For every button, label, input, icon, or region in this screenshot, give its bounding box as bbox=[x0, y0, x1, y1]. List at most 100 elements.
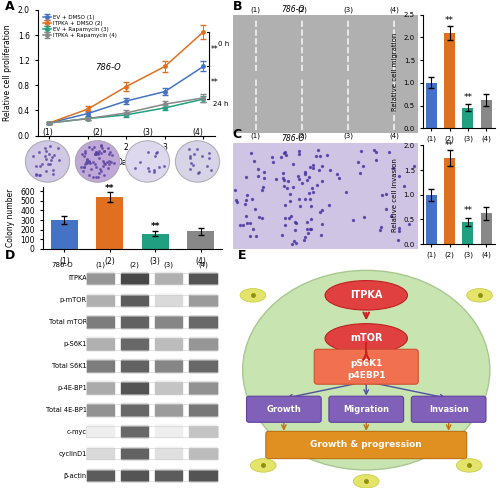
Ellipse shape bbox=[456, 458, 482, 472]
Bar bbox=[232, 143, 279, 249]
Bar bbox=[121, 294, 148, 306]
Bar bbox=[190, 404, 216, 416]
Bar bbox=[426, 83, 437, 128]
Bar bbox=[155, 426, 182, 437]
Text: Invasion: Invasion bbox=[429, 405, 469, 414]
Text: p4EBP1: p4EBP1 bbox=[347, 371, 386, 380]
Text: (3): (3) bbox=[142, 128, 153, 137]
Y-axis label: Relative cell invasion: Relative cell invasion bbox=[392, 158, 398, 232]
Bar bbox=[87, 317, 114, 328]
Bar bbox=[279, 143, 325, 249]
FancyBboxPatch shape bbox=[412, 396, 486, 423]
Text: Growth & progression: Growth & progression bbox=[310, 440, 422, 450]
Text: (1): (1) bbox=[250, 7, 260, 13]
Bar bbox=[87, 448, 114, 459]
Text: (1): (1) bbox=[250, 133, 260, 139]
Y-axis label: Relative cell proliferation: Relative cell proliferation bbox=[3, 25, 12, 121]
Text: (2): (2) bbox=[92, 128, 103, 137]
Bar bbox=[121, 470, 148, 481]
Text: (2): (2) bbox=[297, 133, 307, 139]
Bar bbox=[142, 234, 169, 249]
Text: B: B bbox=[232, 0, 242, 13]
Text: Total mTOR: Total mTOR bbox=[48, 319, 87, 325]
Text: (2): (2) bbox=[130, 261, 140, 268]
Bar bbox=[121, 317, 148, 328]
Bar bbox=[190, 317, 216, 328]
Text: pS6K1: pS6K1 bbox=[350, 359, 382, 368]
Bar bbox=[155, 317, 182, 328]
Bar bbox=[325, 15, 371, 74]
Text: (3): (3) bbox=[343, 133, 353, 139]
Bar bbox=[87, 360, 114, 372]
Bar bbox=[87, 426, 114, 437]
Bar bbox=[190, 448, 216, 459]
Bar bbox=[279, 15, 325, 74]
Bar bbox=[444, 33, 455, 128]
Text: C: C bbox=[232, 128, 241, 141]
Text: (4): (4) bbox=[390, 133, 400, 139]
Text: Migration: Migration bbox=[343, 405, 389, 414]
Text: 786-O: 786-O bbox=[51, 262, 72, 268]
Text: **: ** bbox=[210, 78, 218, 87]
Bar bbox=[190, 273, 216, 284]
Bar bbox=[480, 100, 492, 128]
Ellipse shape bbox=[325, 281, 407, 310]
Circle shape bbox=[26, 141, 70, 182]
Bar bbox=[121, 382, 148, 393]
X-axis label: Days: Days bbox=[116, 158, 136, 167]
Bar bbox=[190, 426, 216, 437]
Bar bbox=[190, 360, 216, 372]
Text: (4): (4) bbox=[198, 261, 208, 268]
Bar bbox=[371, 74, 418, 133]
FancyBboxPatch shape bbox=[246, 396, 321, 423]
Ellipse shape bbox=[325, 323, 407, 353]
FancyBboxPatch shape bbox=[266, 431, 466, 458]
Text: p-S6K1: p-S6K1 bbox=[64, 341, 87, 347]
Bar bbox=[187, 231, 214, 249]
Bar bbox=[121, 448, 148, 459]
Bar bbox=[155, 273, 182, 284]
Text: E: E bbox=[238, 249, 246, 262]
Text: **: ** bbox=[464, 93, 472, 102]
Bar bbox=[371, 15, 418, 74]
Text: (4): (4) bbox=[192, 128, 203, 137]
Text: Growth: Growth bbox=[266, 405, 301, 414]
Bar bbox=[155, 382, 182, 393]
Text: 0 h: 0 h bbox=[218, 41, 229, 47]
Bar bbox=[155, 404, 182, 416]
Ellipse shape bbox=[250, 458, 276, 472]
Bar bbox=[96, 197, 124, 249]
Ellipse shape bbox=[354, 474, 379, 488]
Text: D: D bbox=[5, 249, 15, 262]
Text: **: ** bbox=[105, 184, 115, 193]
Ellipse shape bbox=[240, 288, 266, 302]
Circle shape bbox=[76, 141, 120, 182]
Bar bbox=[87, 404, 114, 416]
Bar bbox=[155, 294, 182, 306]
Y-axis label: Colony number: Colony number bbox=[6, 189, 15, 247]
Bar bbox=[121, 426, 148, 437]
Text: (3): (3) bbox=[343, 7, 353, 13]
Bar bbox=[155, 470, 182, 481]
Bar bbox=[155, 338, 182, 350]
Bar bbox=[426, 195, 437, 244]
Circle shape bbox=[126, 141, 170, 182]
Bar bbox=[121, 273, 148, 284]
Bar bbox=[121, 338, 148, 350]
Text: 786-O: 786-O bbox=[281, 5, 304, 14]
Text: 24 h: 24 h bbox=[214, 101, 229, 106]
Text: (1): (1) bbox=[42, 128, 53, 137]
Text: c-myc: c-myc bbox=[67, 429, 87, 435]
Bar bbox=[121, 404, 148, 416]
Bar bbox=[190, 382, 216, 393]
Bar bbox=[444, 158, 455, 244]
Bar bbox=[190, 338, 216, 350]
Text: 786-O: 786-O bbox=[96, 63, 121, 71]
Text: ITPKA: ITPKA bbox=[350, 290, 382, 300]
Text: ITPKA: ITPKA bbox=[68, 275, 87, 282]
Bar bbox=[371, 143, 418, 249]
Bar bbox=[87, 382, 114, 393]
Bar bbox=[190, 294, 216, 306]
Text: **: ** bbox=[445, 16, 454, 25]
Bar bbox=[325, 74, 371, 133]
